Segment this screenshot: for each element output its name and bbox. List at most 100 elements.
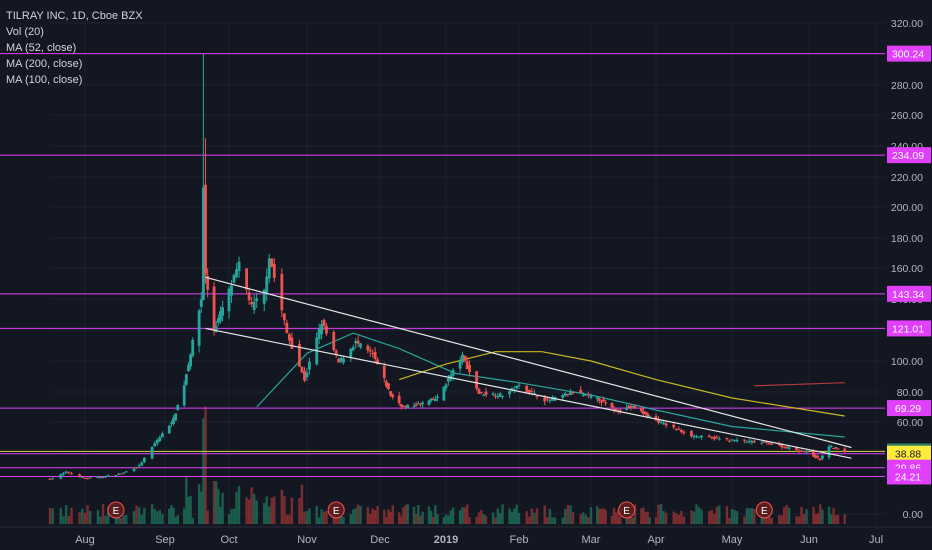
volume-bar xyxy=(830,514,833,524)
candle xyxy=(517,383,521,389)
candle-body xyxy=(710,437,714,439)
volume-bar xyxy=(805,509,808,524)
volume-bar xyxy=(760,515,764,524)
candle-body xyxy=(184,374,188,385)
earnings-marker[interactable]: E xyxy=(618,501,636,519)
candle-body xyxy=(232,274,236,283)
volume-bar xyxy=(265,496,268,524)
candle xyxy=(122,472,126,475)
candle-body xyxy=(356,340,360,344)
candle xyxy=(692,434,696,440)
candle xyxy=(695,434,698,439)
candle-body xyxy=(692,435,696,438)
earnings-marker[interactable]: E xyxy=(327,501,345,519)
candle-body xyxy=(589,395,593,398)
volume-bar xyxy=(657,504,660,524)
volume-bar xyxy=(64,505,68,524)
volume-bar xyxy=(412,506,416,524)
candle-body xyxy=(431,398,435,400)
volume-bar xyxy=(494,517,497,524)
earnings-marker[interactable]: E xyxy=(107,501,125,519)
candle xyxy=(674,428,678,431)
candle-body xyxy=(419,403,422,405)
indicator-ma52[interactable]: MA (52, close) xyxy=(6,42,77,54)
volume-bar xyxy=(385,517,388,524)
volume-bar xyxy=(158,510,162,524)
candle xyxy=(250,297,254,308)
candle-body xyxy=(99,477,102,479)
candle-body xyxy=(167,425,171,434)
candle-body xyxy=(672,424,676,428)
volume-bar xyxy=(206,510,209,524)
volume-bar xyxy=(352,509,355,524)
candle-body xyxy=(654,416,658,421)
price-badge: 38.88 xyxy=(887,445,931,462)
price-badge-bg xyxy=(887,147,931,164)
volume-bar xyxy=(320,509,323,524)
candle xyxy=(563,391,567,397)
candle xyxy=(463,355,467,363)
candle-body xyxy=(725,437,729,440)
indicator-ma200[interactable]: MA (200, close) xyxy=(6,58,83,70)
candle-body xyxy=(421,402,424,405)
candle-body xyxy=(664,423,668,426)
candle xyxy=(366,344,370,354)
volume-bar xyxy=(283,496,286,524)
candle-body xyxy=(690,431,693,437)
candle xyxy=(629,403,633,411)
candle-body xyxy=(633,406,637,409)
volume-bar xyxy=(427,506,431,524)
channel-trendline xyxy=(205,327,852,459)
volume-bar xyxy=(800,506,803,524)
volume-bar xyxy=(250,487,253,524)
candle xyxy=(212,281,216,336)
candle-body xyxy=(821,455,824,459)
candle-body xyxy=(135,467,139,469)
candle xyxy=(745,440,749,444)
volume-bar xyxy=(187,496,190,524)
candle xyxy=(80,476,84,479)
candle-body xyxy=(320,324,323,335)
volume-bar xyxy=(170,505,173,524)
volume-bar xyxy=(217,488,220,524)
candle xyxy=(654,413,658,421)
indicator-volume[interactable]: Vol (20) xyxy=(6,26,44,38)
candle xyxy=(672,421,676,430)
earnings-marker[interactable]: E xyxy=(755,501,773,519)
candle xyxy=(747,438,751,444)
volume-bar xyxy=(498,512,502,524)
volume-bar xyxy=(525,511,528,524)
y-tick-label: 200.00 xyxy=(891,202,923,214)
candle xyxy=(161,431,164,438)
candle xyxy=(627,404,631,409)
candle xyxy=(232,273,236,284)
candle xyxy=(414,401,418,407)
candle-body xyxy=(48,478,52,480)
candle-body xyxy=(433,398,437,402)
candle-body xyxy=(436,396,439,398)
volume-bar xyxy=(662,511,665,524)
candle-body xyxy=(646,413,650,417)
indicator-ma100[interactable]: MA (100, close) xyxy=(6,74,83,86)
volume-bar xyxy=(713,513,716,524)
volume-bar xyxy=(172,507,175,524)
symbol-title[interactable]: TILRAY INC, 1D, Cboe BZX xyxy=(6,10,143,22)
volume-bars xyxy=(48,406,846,524)
candle-body xyxy=(707,435,711,437)
candle xyxy=(397,391,401,406)
candle xyxy=(265,268,269,301)
volume-bar xyxy=(421,511,424,524)
volume-bar xyxy=(700,509,703,524)
earnings-label: E xyxy=(333,506,340,517)
volume-bar xyxy=(406,504,409,524)
volume-bar xyxy=(230,509,233,524)
volume-bar xyxy=(359,506,362,524)
candle-body xyxy=(342,358,345,363)
volume-bar xyxy=(477,512,481,524)
candle-body xyxy=(498,393,502,397)
candle-body xyxy=(104,476,108,478)
volume-bar xyxy=(530,508,534,524)
candle-body xyxy=(579,389,583,393)
